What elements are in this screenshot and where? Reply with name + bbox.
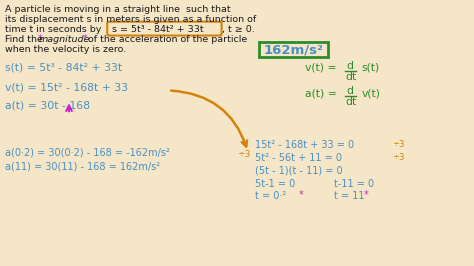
Text: d: d	[346, 86, 353, 97]
Text: d: d	[346, 61, 353, 71]
Text: s(t): s(t)	[361, 63, 380, 73]
Text: t = 0·²: t = 0·²	[255, 191, 286, 201]
Text: ÷3: ÷3	[392, 153, 404, 162]
Text: v(t): v(t)	[361, 89, 380, 98]
Text: 5t-1 = 0: 5t-1 = 0	[255, 178, 295, 189]
Text: a(t) = 30t - 168: a(t) = 30t - 168	[5, 100, 91, 110]
Text: a(0·2) = 30(0·2) - 168 = -162m/s²: a(0·2) = 30(0·2) - 168 = -162m/s²	[5, 148, 170, 158]
Text: ÷3: ÷3	[237, 150, 250, 159]
Text: magnitude: magnitude	[39, 35, 91, 44]
Text: when the velocity is zero.: when the velocity is zero.	[5, 45, 127, 54]
Text: v(t) =: v(t) =	[305, 63, 336, 73]
Text: of the acceleration of the particle: of the acceleration of the particle	[85, 35, 247, 44]
Text: *: *	[364, 190, 369, 200]
Text: *: *	[299, 190, 303, 200]
Text: s = 5t³ - 84t² + 33t: s = 5t³ - 84t² + 33t	[112, 25, 203, 34]
Text: s(t) = 5t³ - 84t² + 33t: s(t) = 5t³ - 84t² + 33t	[5, 63, 122, 73]
Text: *: *	[38, 34, 43, 44]
Text: time t in seconds by: time t in seconds by	[5, 25, 102, 34]
Text: a(t) =: a(t) =	[305, 89, 337, 98]
Text: A particle is moving in a straight line  such that: A particle is moving in a straight line …	[5, 5, 231, 14]
Text: dt: dt	[346, 72, 356, 82]
Text: 15t² - 168t + 33 = 0: 15t² - 168t + 33 = 0	[255, 140, 354, 150]
Text: Find the: Find the	[5, 35, 46, 44]
Text: 5t² - 56t + 11 = 0: 5t² - 56t + 11 = 0	[255, 153, 342, 163]
Text: dt: dt	[346, 97, 356, 107]
Text: *: *	[83, 34, 88, 44]
Text: t-11 = 0: t-11 = 0	[335, 178, 374, 189]
Text: , t ≥ 0.: , t ≥ 0.	[222, 25, 255, 34]
Text: a(11) = 30(11) - 168 = 162m/s²: a(11) = 30(11) - 168 = 162m/s²	[5, 162, 161, 172]
Text: t = 11: t = 11	[335, 191, 365, 201]
Text: 162m/s²: 162m/s²	[264, 43, 324, 56]
Text: v(t) = 15t² - 168t + 33: v(t) = 15t² - 168t + 33	[5, 82, 128, 93]
Text: (5t - 1)(t - 11) = 0: (5t - 1)(t - 11) = 0	[255, 166, 343, 176]
Text: ÷3: ÷3	[392, 140, 404, 149]
Text: its displacement s in meters is given as a function of: its displacement s in meters is given as…	[5, 15, 256, 24]
